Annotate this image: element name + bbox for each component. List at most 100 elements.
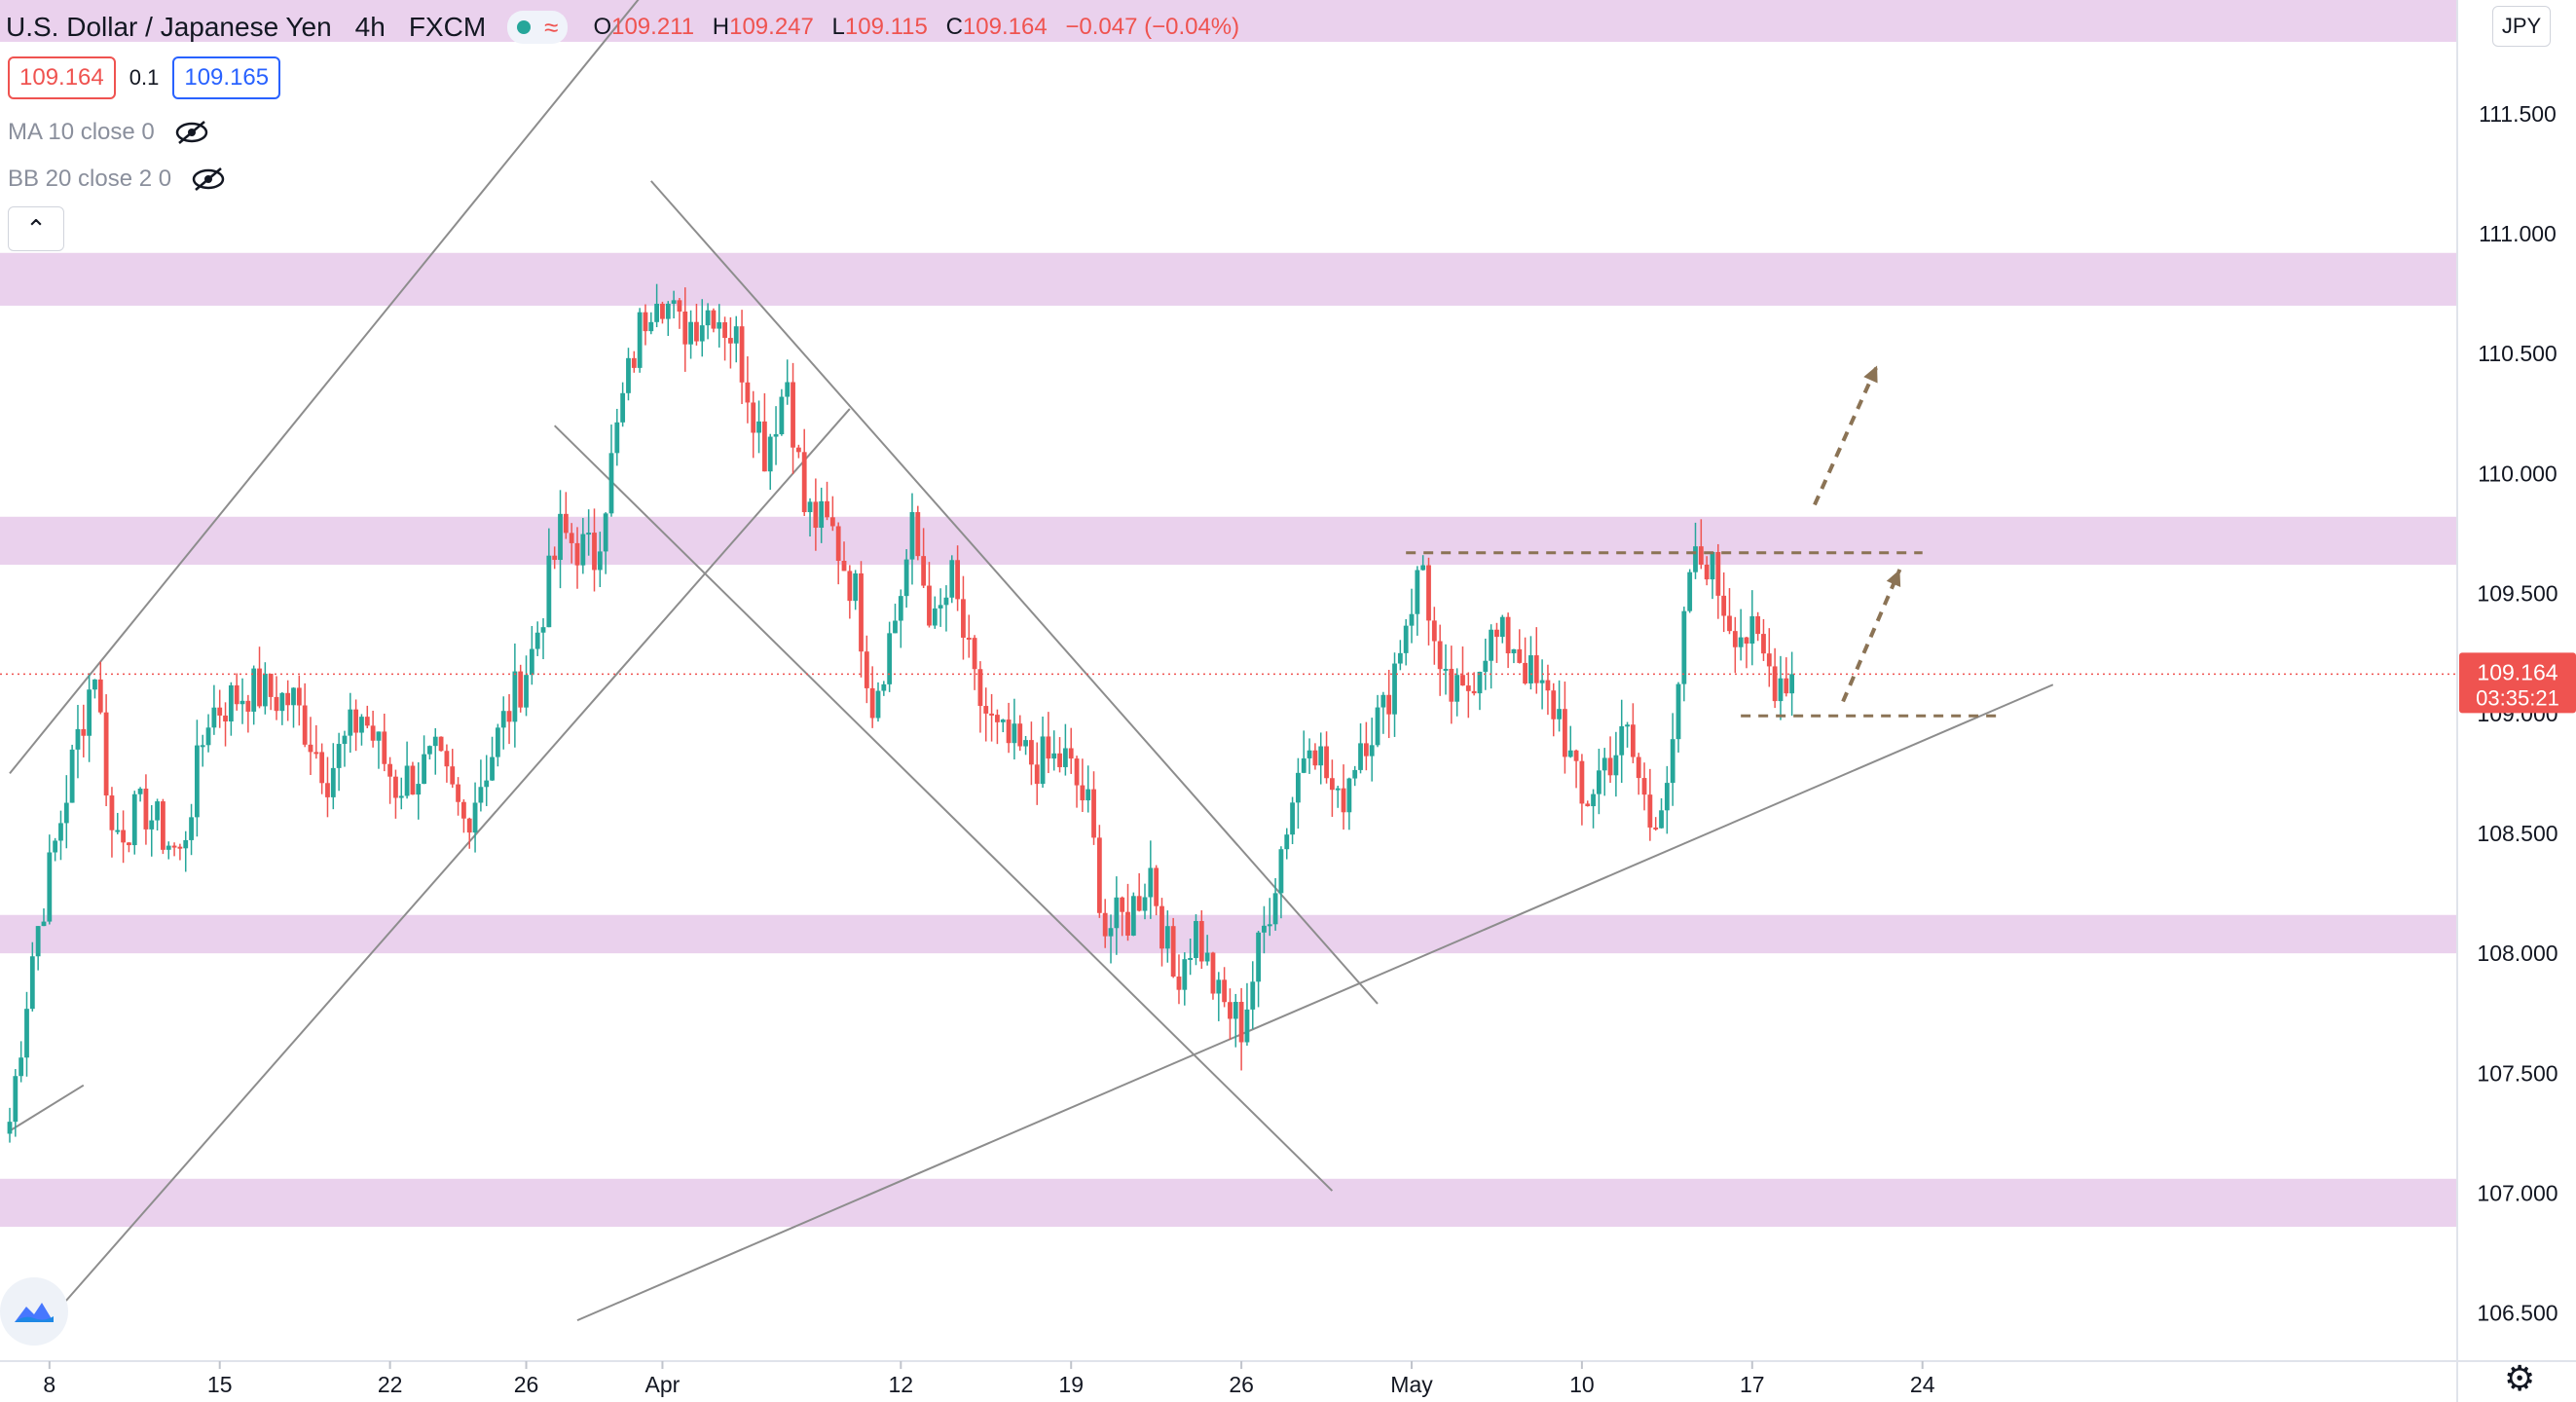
candle-body — [682, 311, 688, 345]
candle-body — [1080, 785, 1086, 801]
candle-body — [466, 818, 472, 833]
candle-body — [1539, 680, 1545, 683]
candle-body — [989, 713, 994, 716]
candle-body — [791, 382, 795, 448]
candle-body — [1749, 616, 1755, 645]
time-tick-label: 19 — [1058, 1372, 1084, 1397]
candle-body — [847, 571, 853, 602]
candle-body — [456, 784, 460, 802]
candle-body — [972, 638, 977, 670]
candle-body — [813, 501, 819, 529]
candle-body — [1704, 564, 1710, 580]
candle-body — [1545, 680, 1551, 691]
candle-body — [1659, 810, 1664, 829]
candle-body — [1182, 959, 1188, 990]
hidden-eye-icon[interactable] — [174, 120, 209, 145]
sell-button[interactable]: 109.164 — [8, 56, 116, 99]
candle-body — [1523, 662, 1528, 683]
candle-body — [795, 447, 801, 453]
candle-body — [1301, 757, 1306, 773]
price-tick-label: 106.500 — [2477, 1301, 2558, 1326]
candle-body — [155, 801, 160, 821]
candle-body — [1329, 778, 1335, 791]
candle-body — [1170, 926, 1176, 978]
candle-body — [1346, 778, 1352, 813]
candle-body — [1312, 750, 1318, 766]
time-tick-label: Apr — [645, 1372, 681, 1397]
candle-body — [1499, 616, 1505, 638]
candle-body — [1062, 748, 1068, 767]
candle-body — [92, 679, 97, 690]
zone-band-4 — [0, 1178, 2457, 1228]
candle-body — [1528, 655, 1533, 683]
candle-body — [1198, 920, 1204, 962]
candle-body — [1363, 743, 1369, 756]
collapse-legend-button[interactable]: ⌃ — [8, 206, 64, 251]
candle-body — [1114, 897, 1120, 929]
trade-buttons: 109.164 0.1 109.165 — [8, 56, 281, 99]
interval-label[interactable]: 4h — [354, 12, 386, 42]
candle-body — [410, 765, 416, 795]
candle-body — [1443, 668, 1449, 671]
candle-body — [1120, 897, 1125, 912]
candle-body — [370, 725, 376, 741]
candle-body — [1210, 952, 1216, 994]
candle-body — [643, 312, 648, 332]
candle-body — [1164, 926, 1170, 949]
last-price-label: 109.164 — [2477, 659, 2558, 684]
hidden-eye-icon[interactable] — [191, 166, 226, 192]
candle-body — [382, 731, 387, 764]
candle-body — [893, 620, 898, 634]
candle-body — [1494, 629, 1499, 638]
candle-body — [779, 396, 785, 435]
candle-body — [552, 555, 558, 561]
symbol-title[interactable]: U.S. Dollar / Japanese Yen — [6, 12, 332, 42]
candle-body — [24, 1009, 29, 1058]
candle-body — [864, 651, 869, 688]
tradingview-logo[interactable] — [0, 1277, 68, 1346]
candle-body — [461, 801, 466, 819]
close-key: C — [945, 14, 963, 40]
candle-body — [1715, 552, 1721, 596]
candle-body — [887, 633, 893, 684]
market-status[interactable]: ≈ — [507, 11, 569, 44]
high-key: H — [712, 14, 730, 40]
buy-button[interactable]: 109.165 — [172, 56, 281, 99]
candle-body — [1437, 641, 1443, 670]
gear-icon[interactable]: ⚙ — [2504, 1358, 2536, 1398]
price-axis: 111.500111.000110.500110.000109.500109.0… — [2477, 101, 2558, 1326]
candle-body — [801, 452, 807, 513]
indicator-ma[interactable]: MA 10 close 0 — [8, 119, 209, 146]
candle-body — [171, 845, 177, 848]
candle-body — [228, 684, 234, 722]
candle-body — [234, 684, 239, 705]
candle-body — [41, 921, 47, 927]
candle-body — [13, 1076, 18, 1123]
candle-body — [1607, 757, 1613, 776]
candle-body — [1465, 685, 1471, 691]
overlays-layer — [1406, 364, 1997, 718]
candle-body — [438, 736, 444, 752]
candle-body — [18, 1057, 24, 1077]
time-tick-label: 26 — [514, 1372, 539, 1397]
candle-body — [103, 712, 109, 796]
candle-body — [1431, 620, 1437, 642]
low-value: 109.115 — [844, 14, 928, 40]
candle-body — [1000, 719, 1006, 722]
candle-body — [869, 687, 875, 719]
currency-badge[interactable]: JPY — [2492, 6, 2551, 47]
candle-body — [961, 599, 966, 638]
candle-body — [285, 692, 291, 706]
candle-body — [353, 709, 359, 733]
candle-body — [1256, 932, 1261, 982]
candle-body — [1194, 920, 1198, 958]
candle-body — [450, 766, 456, 785]
candle-body — [1159, 905, 1164, 949]
candle-body — [257, 668, 262, 707]
candle-body — [1693, 546, 1698, 572]
candle-body — [1358, 743, 1363, 770]
indicator-bb[interactable]: BB 20 close 2 0 — [8, 166, 226, 193]
ohlc-values: O109.211 H109.247 L109.115 C109.164 −0.0… — [593, 14, 1251, 41]
candle-body — [569, 533, 574, 543]
